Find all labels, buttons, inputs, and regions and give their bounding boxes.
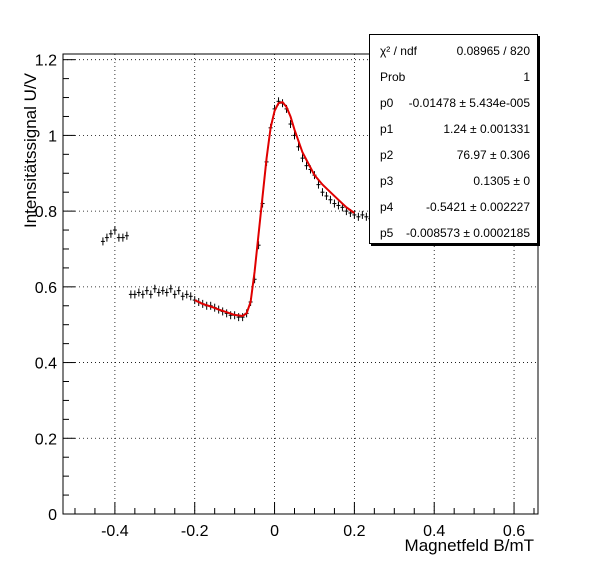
data-point (124, 231, 129, 240)
x-axis-ticks: -0.4 -0.2 0 0.2 0.4 0.6 (74, 502, 535, 540)
stat-row: p5 -0.008573 ± 0.0002185 (370, 220, 537, 246)
y-tick-label: 0 (48, 507, 57, 524)
x-tick-label: -0.4 (101, 523, 129, 540)
data-point (188, 292, 193, 301)
data-point (328, 195, 333, 204)
stat-value: 0.08965 / 820 (456, 44, 530, 58)
data-point (120, 233, 125, 242)
data-point (132, 290, 137, 299)
stat-name: p5 (380, 226, 394, 240)
data-point (140, 290, 145, 299)
data-point (360, 210, 365, 219)
y-axis-title: Intensitätssignal U/V (21, 72, 40, 228)
data-point (184, 290, 189, 299)
plot-frame (62, 53, 539, 515)
data-point (116, 233, 121, 242)
stat-row: p4 -0.5421 ± 0.002227 (370, 194, 537, 220)
data-point (172, 290, 177, 299)
data-series (100, 97, 377, 322)
stat-value: 76.97 ± 0.306 (456, 148, 530, 162)
fit-statistics-box: χ² / ndf 0.08965 / 820 Prob 1 p0 -0.0147… (369, 34, 538, 244)
x-tick-label: 0.2 (343, 523, 365, 540)
x-axis-title: Magnetfeld B/mT (405, 536, 534, 555)
data-point (364, 212, 369, 221)
data-point (324, 191, 329, 200)
y-tick-label: 0.8 (35, 204, 57, 221)
data-point (356, 212, 361, 221)
data-point (320, 188, 325, 197)
stat-name: Prob (380, 70, 406, 84)
stat-row: χ² / ndf 0.08965 / 820 (370, 38, 537, 64)
stat-row: p1 1.24 ± 0.001331 (370, 116, 537, 142)
y-tick-label: 1.2 (35, 53, 57, 70)
data-point (144, 286, 149, 295)
stat-name: χ² / ndf (380, 44, 417, 58)
stat-row: p3 0.1305 ± 0 (370, 168, 537, 194)
data-point (160, 286, 165, 295)
data-point (100, 237, 105, 246)
stat-value: 1 (523, 70, 530, 84)
data-point (164, 288, 169, 297)
stat-row: p0 -0.01478 ± 5.434e-005 (370, 90, 537, 116)
y-tick-label: 0.4 (35, 356, 57, 373)
data-point (176, 286, 181, 295)
data-point (136, 288, 141, 297)
x-tick-label: 0.6 (503, 523, 525, 540)
stat-value: -0.008573 ± 0.0002185 (405, 226, 530, 240)
data-point (168, 284, 173, 293)
axes (62, 53, 539, 515)
stat-value: -0.01478 ± 5.434e-005 (408, 96, 530, 110)
stat-value: 0.1305 ± 0 (473, 174, 530, 188)
stat-name: p1 (380, 122, 394, 136)
data-point (240, 313, 245, 322)
data-point (108, 229, 113, 238)
data-point (128, 290, 133, 299)
data-point (152, 284, 157, 293)
x-tick-label: -0.2 (181, 523, 209, 540)
data-point (180, 292, 185, 301)
data-point (316, 180, 321, 189)
y-tick-label: 1 (48, 128, 57, 145)
stat-value: 1.24 ± 0.001331 (443, 122, 530, 136)
x-tick-label: 0.4 (423, 523, 445, 540)
data-point (332, 199, 337, 208)
stat-name: p3 (380, 174, 394, 188)
stat-name: p0 (380, 96, 394, 110)
stat-row: Prob 1 (370, 64, 537, 90)
data-point (148, 290, 153, 299)
data-point (304, 161, 309, 170)
data-point (336, 201, 341, 210)
data-point (300, 154, 305, 163)
x-tick-label: 0 (270, 523, 279, 540)
stat-value: -0.5421 ± 0.002227 (425, 200, 530, 214)
stat-name: p4 (380, 200, 394, 214)
data-point (112, 226, 117, 235)
fit-curve (194, 100, 355, 318)
y-tick-label: 0.6 (35, 280, 57, 297)
stat-name: p2 (380, 148, 394, 162)
y-tick-label: 0.2 (35, 431, 57, 448)
y-axis-ticks: 0 0.2 0.4 0.6 0.8 1 1.2 (35, 53, 75, 524)
data-point (104, 233, 109, 242)
stat-row: p2 76.97 ± 0.306 (370, 142, 537, 168)
data-point (156, 288, 161, 297)
